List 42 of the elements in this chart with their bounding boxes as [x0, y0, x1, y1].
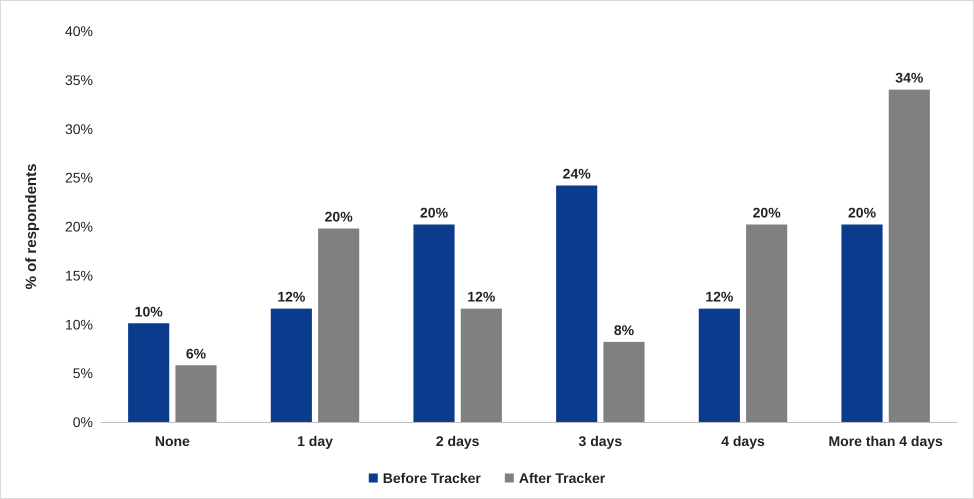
data-label: 6% — [186, 345, 207, 362]
y-tick-label: 5% — [72, 365, 93, 382]
y-tick-label: 20% — [64, 218, 93, 234]
bar — [603, 342, 645, 422]
x-tick-label: None — [154, 433, 190, 449]
data-label: 20% — [420, 204, 449, 221]
y-tick-label: 15% — [64, 267, 93, 284]
bar — [318, 228, 360, 422]
bar — [888, 90, 930, 422]
bar — [698, 308, 740, 422]
bar — [460, 308, 502, 422]
y-axis-title: % of respondents — [23, 164, 40, 290]
data-label: 12% — [277, 288, 306, 305]
bar — [175, 365, 217, 422]
y-tick-label: 25% — [64, 170, 93, 186]
data-label: 12% — [467, 288, 496, 305]
data-label: 8% — [614, 322, 635, 338]
data-label: 12% — [705, 288, 734, 305]
bar — [413, 224, 455, 422]
x-tick-label: 1 day — [297, 433, 334, 449]
data-label: 20% — [324, 208, 354, 224]
x-tick-label: 2 days — [436, 433, 480, 449]
bar — [556, 185, 598, 422]
bar — [841, 224, 883, 422]
data-label: 34% — [895, 70, 924, 86]
legend-label: After Tracker — [518, 470, 606, 486]
y-tick-label: 0% — [72, 414, 93, 430]
data-label: 10% — [134, 303, 164, 320]
bar — [128, 323, 170, 422]
bar — [270, 308, 312, 422]
data-label: 20% — [752, 204, 782, 221]
y-tick-label: 35% — [64, 72, 93, 88]
data-label: 24% — [562, 165, 592, 182]
data-label: 20% — [848, 204, 877, 221]
y-tick-label: 40% — [64, 23, 93, 39]
x-tick-label: More than 4 days — [828, 433, 944, 449]
bar — [746, 224, 788, 422]
x-tick-label: 3 days — [578, 433, 622, 449]
y-tick-label: 10% — [64, 316, 93, 332]
x-tick-label: 4 days — [721, 433, 766, 449]
y-tick-label: 30% — [64, 120, 93, 137]
legend-label: Before Tracker — [382, 470, 482, 486]
